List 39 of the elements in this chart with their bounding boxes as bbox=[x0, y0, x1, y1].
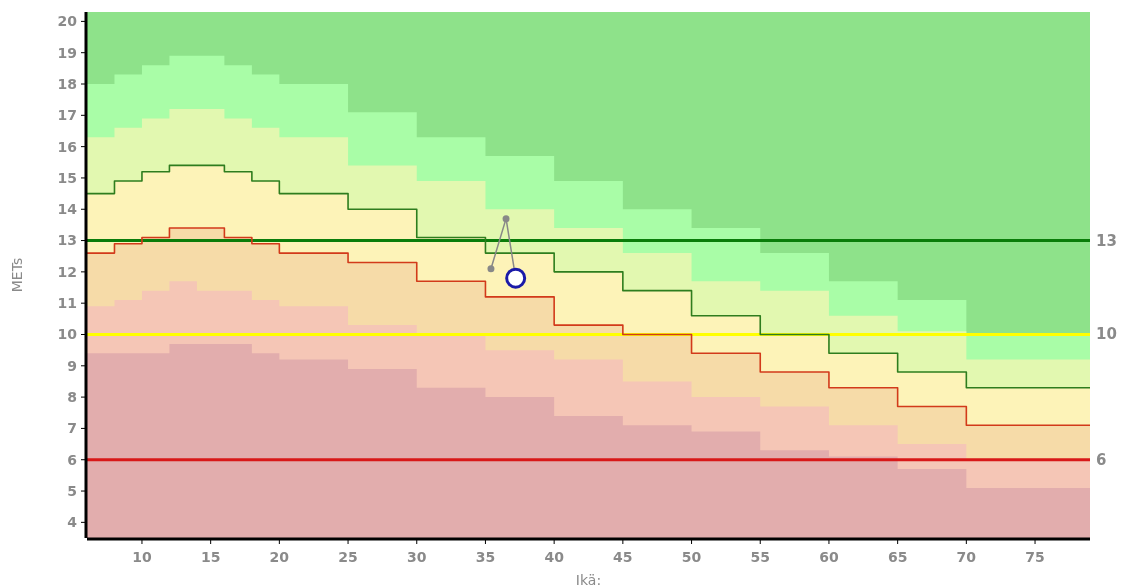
x-tick-label: 55 bbox=[750, 549, 770, 565]
x-tick-label: 40 bbox=[544, 549, 565, 565]
ref-line-label: 13 bbox=[1096, 231, 1117, 250]
x-tick-label: 50 bbox=[681, 549, 702, 565]
y-tick-label: 5 bbox=[67, 482, 77, 499]
x-tick-label: 30 bbox=[407, 549, 427, 565]
y-tick-label: 11 bbox=[57, 295, 77, 312]
x-tick-label: 65 bbox=[887, 549, 908, 565]
y-tick-label: 6 bbox=[67, 451, 77, 468]
y-tick-label: 18 bbox=[57, 75, 77, 92]
ref-line-label: 10 bbox=[1096, 325, 1117, 344]
ref-line-label: 6 bbox=[1096, 450, 1107, 469]
y-tick-label: 14 bbox=[57, 201, 78, 218]
x-tick-label: 15 bbox=[200, 549, 221, 565]
y-tick-label: 7 bbox=[67, 420, 77, 437]
x-tick-label: 75 bbox=[1025, 549, 1045, 565]
y-tick-label: 8 bbox=[67, 389, 77, 406]
y-tick-label: 16 bbox=[57, 138, 77, 155]
y-tick-label: 15 bbox=[57, 169, 77, 186]
x-tick-label: 70 bbox=[956, 549, 977, 565]
point bbox=[505, 267, 527, 289]
y-tick-label: 10 bbox=[57, 326, 78, 343]
point bbox=[487, 265, 495, 273]
x-tick-label: 60 bbox=[819, 549, 839, 565]
x-tick-label: 25 bbox=[338, 549, 358, 565]
y-tick-label: 19 bbox=[57, 44, 77, 61]
y-tick-label: 20 bbox=[57, 13, 78, 30]
x-tick-label: 45 bbox=[613, 549, 633, 565]
y-tick-label: 4 bbox=[67, 514, 78, 531]
y-tick-label: 9 bbox=[67, 357, 77, 374]
y-tick-label: 13 bbox=[57, 232, 77, 249]
x-axis-title: Ikä: bbox=[575, 572, 602, 588]
y-axis-title: METs bbox=[9, 257, 25, 293]
point bbox=[502, 215, 510, 223]
y-tick-label: 17 bbox=[57, 107, 77, 124]
y-tick-label: 12 bbox=[57, 263, 77, 280]
x-tick-label: 10 bbox=[132, 549, 152, 565]
x-tick-label: 20 bbox=[269, 549, 290, 565]
x-tick-label: 35 bbox=[475, 549, 496, 565]
